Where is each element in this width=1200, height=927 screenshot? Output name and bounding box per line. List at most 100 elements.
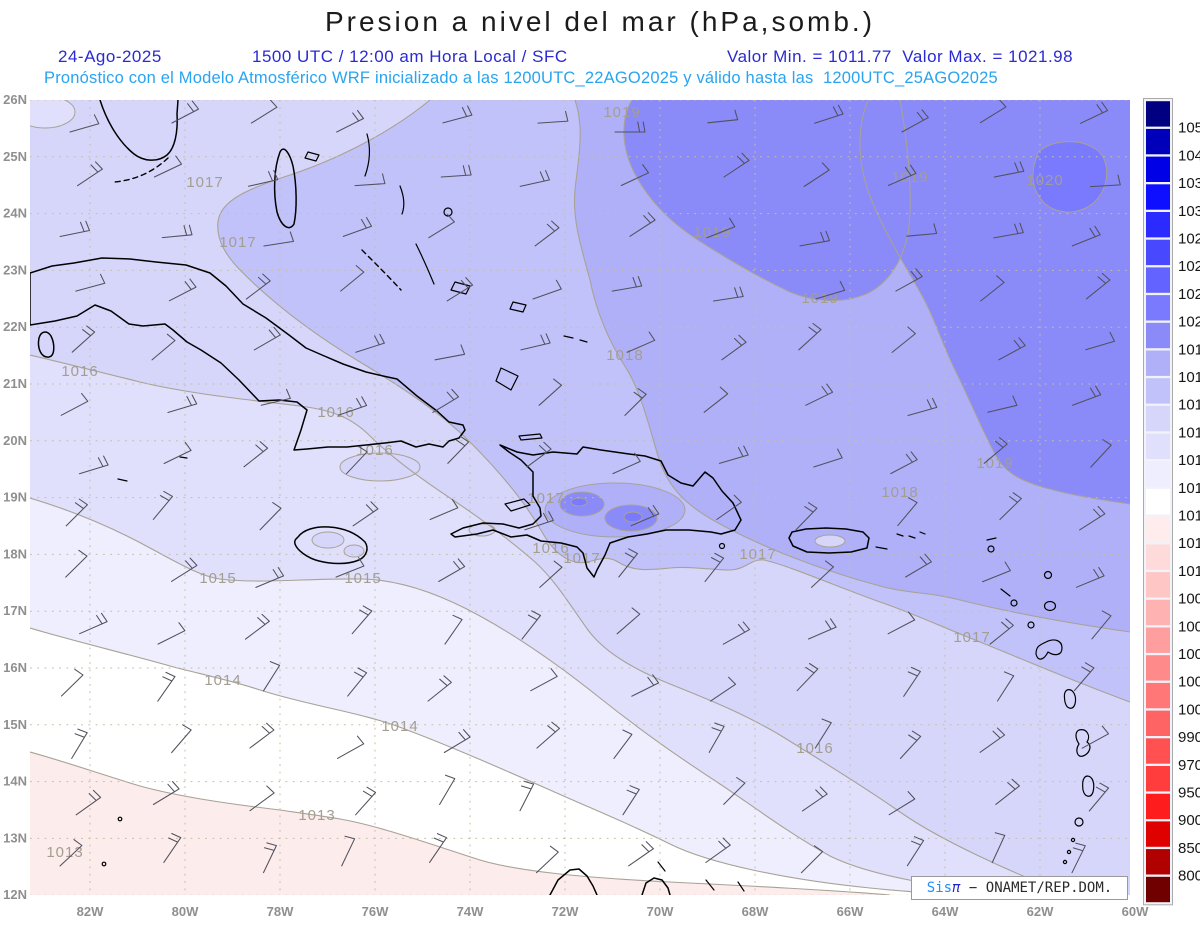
coastline-puerto-rico [788,527,870,554]
wind-barb [355,786,377,816]
wind-barb [260,388,291,406]
wind-barb [814,104,844,124]
wind-barb [805,383,834,406]
coastline-andros [273,148,297,229]
colorbar-swatch [1146,295,1170,321]
wind-barb [536,721,561,749]
coastline-san-salvador [443,207,453,217]
colorbar-swatch [1146,128,1170,155]
wind-barb [526,441,552,468]
coastline-gonave [504,498,531,512]
coastline-st-martin [987,545,995,553]
wind-barb [991,832,1006,864]
colorbar-swatch [1146,682,1170,709]
pressure-region-1012-pink [30,752,890,895]
wind-barb [336,735,365,759]
wind-barb [168,278,197,302]
wind-barb [628,841,654,867]
wind-barb [1088,782,1110,812]
colorbar-swatch [1146,212,1170,238]
colorbar-value-1030: 1030 [1178,203,1200,220]
coastline-jamaica [294,526,368,565]
wind-barb [444,614,463,645]
wind-barb [905,553,932,578]
colorbar-swatch [1146,184,1170,210]
wind-barb [801,786,828,812]
wind-barb [167,394,198,414]
wind-barb [710,676,737,702]
coastline-guajira-peninsula [549,868,598,895]
wind-barb [151,333,176,361]
wind-barb [161,224,193,239]
attribution-badge: Sis π − ONAMET/REP.DOM. [911,876,1128,900]
isobar-label-1017: 1017 [186,174,223,191]
lon-label-66W: 66W [837,904,864,919]
isobar-label-1020: 1020 [1026,172,1063,189]
lat-label-13N: 13N [3,830,27,845]
wind-barb [438,558,466,583]
isobar-label-1015: 1015 [344,570,381,587]
isobar-label-1019: 1019 [891,169,928,186]
isobar-label-1018: 1018 [606,347,643,364]
wind-barb [891,326,916,353]
wind-barb [429,833,448,863]
wind-barb [335,556,365,578]
wind-barb [706,217,736,239]
colorbar-value-1020: 1020 [1178,314,1200,331]
pressure-pocket [30,100,76,129]
colorbar-value-1050: 1050 [1178,120,1200,137]
wind-barb [249,722,275,749]
isobar-value-labels: 1017 1017 1019 1019 1020 1019 1019 1018 1016 1016… [46,104,1063,861]
coastline-long-island [415,243,435,285]
wind-barb [263,231,295,247]
colorbar-value-1008: 1008 [1178,591,1200,608]
wind-barb [347,667,368,697]
coastline-isla-juventud [37,331,55,358]
lat-label-25N: 25N [3,149,27,164]
wind-barb [712,286,744,302]
wind-barb [539,560,563,588]
lat-label-15N: 15N [3,717,27,732]
isobar-label-1017: 1017 [739,546,776,563]
wind-barb [157,622,186,645]
wind-barb [152,490,174,520]
isobar-label-1019: 1019 [976,455,1013,472]
isobar-label-1014: 1014 [204,672,241,689]
wind-barb [999,492,1022,521]
wind-barb [807,618,837,640]
colorbar-swatch [1146,489,1170,515]
colorbar-value-1022: 1022 [1178,286,1200,303]
wind-barb [530,668,558,692]
coastline-exuma-cays [361,249,402,291]
pressure-pocket-hispaniola [570,497,588,507]
coastline-st-vincent [1074,817,1084,827]
wind-barb [989,618,1014,645]
wind-barb [255,566,285,588]
colorbar-swatch [1146,544,1170,570]
wind-barb [341,835,356,867]
colorbar-swatch [1146,267,1170,293]
colorbar-swatch [1146,627,1170,653]
colorbar-swatch [1146,655,1170,681]
wind-barb [428,213,455,239]
wind-barb [262,661,281,692]
wind-barb [622,785,640,816]
wind-barb [800,845,824,874]
colorbar-value-1014: 1014 [1178,480,1200,497]
wind-barb [171,724,192,754]
colorbar-value-950: 950 [1178,785,1200,802]
isobar-label-1014: 1014 [381,718,418,735]
colorbar-swatch [1146,433,1170,459]
wind-barb [537,110,569,124]
wind-barb [337,396,368,416]
wind-barb [998,337,1026,361]
lon-label-60W: 60W [1122,904,1149,919]
wind-barb [887,611,916,635]
wind-barb [895,268,923,292]
wind-barb [983,437,1008,464]
coastline-anguilla [986,537,997,541]
isobar-label-1016: 1016 [796,740,833,757]
wind-barb [979,100,1007,124]
colorbar-swatch [1146,350,1170,376]
colorbar-value-1019: 1019 [1178,341,1200,358]
